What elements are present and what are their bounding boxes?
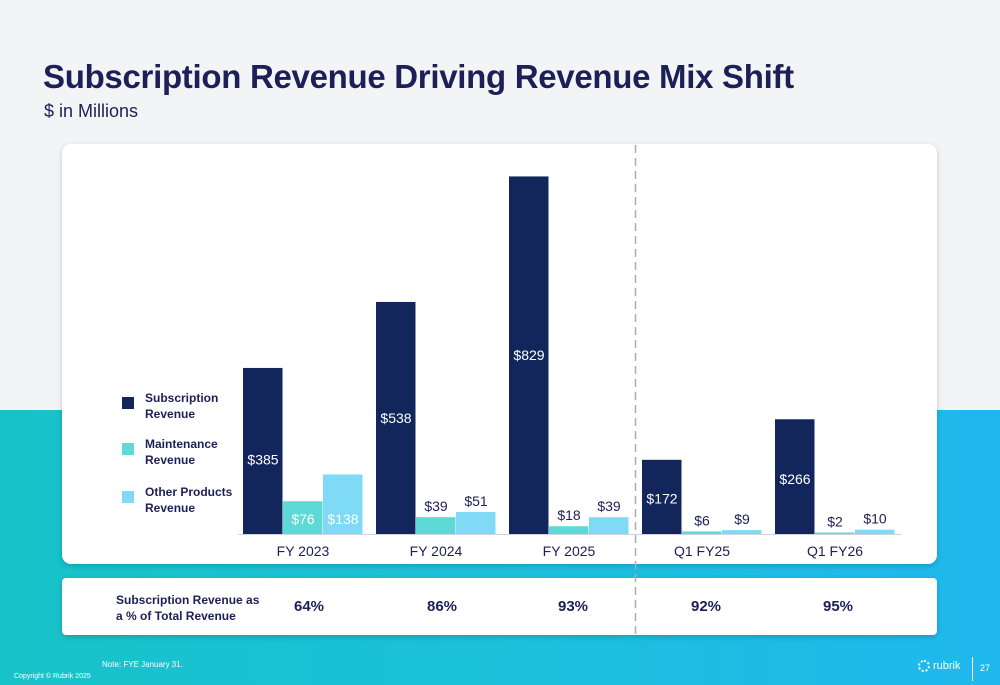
bar-subscription — [509, 176, 549, 534]
x-tick-label: FY 2025 — [543, 543, 596, 559]
bar-maintenance — [682, 531, 722, 534]
percent-value: 95% — [822, 598, 854, 615]
logo-text: rubrik — [933, 660, 961, 672]
bar-other-products — [855, 529, 895, 534]
bar-subscription — [376, 301, 416, 534]
data-label: $172 — [646, 490, 677, 506]
x-tick-label: Q1 FY26 — [807, 543, 863, 559]
data-label: $39 — [424, 498, 448, 514]
legend-swatch-subscription — [122, 397, 134, 409]
bar-other-products — [456, 512, 496, 534]
company-logo: rubrik — [918, 660, 961, 672]
data-label: $266 — [779, 471, 810, 487]
x-tick-label: Q1 FY25 — [674, 543, 730, 559]
logo-divider — [972, 657, 973, 681]
footnote: Note: FYE January 31. — [102, 660, 183, 669]
copyright: Copyright © Rubrik 2025 — [14, 673, 91, 680]
data-label: $2 — [827, 514, 843, 530]
data-label: $6 — [694, 512, 710, 528]
data-label: $385 — [247, 451, 278, 467]
bar-other-products — [722, 530, 762, 534]
bar-subscription — [642, 459, 682, 534]
page-number: 27 — [980, 663, 991, 673]
legend-label: Maintenance Revenue — [145, 437, 218, 467]
logo-mark-icon — [918, 660, 930, 672]
percent-value: 86% — [426, 598, 458, 615]
bar-maintenance — [815, 532, 855, 534]
percent-value: 93% — [557, 598, 589, 615]
data-label: $76 — [291, 511, 315, 527]
data-label: $9 — [734, 511, 750, 527]
percent-value: 92% — [690, 598, 722, 615]
slide-subtitle: $ in Millions — [44, 101, 139, 121]
bar-subscription — [243, 367, 283, 534]
data-label: $18 — [557, 507, 581, 523]
data-label: $538 — [380, 410, 411, 426]
data-label: $39 — [597, 498, 621, 514]
bar-maintenance — [549, 526, 589, 534]
data-label: $829 — [513, 347, 544, 363]
percent-row-label: Subscription Revenue as a % of Total Rev… — [116, 593, 260, 623]
data-label: $10 — [863, 511, 887, 527]
bar-other-products — [323, 474, 363, 534]
legend-label: Subscription Revenue — [145, 391, 219, 421]
percent-value: 64% — [293, 598, 325, 615]
x-tick-label: FY 2023 — [277, 543, 330, 559]
slide-title: Subscription Revenue Driving Revenue Mix… — [43, 58, 794, 95]
legend-label: Other Products Revenue — [145, 485, 233, 515]
bar-other-products — [589, 517, 629, 534]
legend-swatch-other-products — [122, 491, 134, 503]
bar-maintenance — [283, 501, 323, 534]
percent-card — [62, 578, 937, 635]
bar-subscription — [775, 419, 815, 534]
bar-maintenance — [416, 517, 456, 534]
x-tick-label: FY 2024 — [410, 543, 463, 559]
data-label: $51 — [464, 493, 488, 509]
legend-swatch-maintenance — [122, 443, 134, 455]
data-label: $138 — [327, 511, 358, 527]
